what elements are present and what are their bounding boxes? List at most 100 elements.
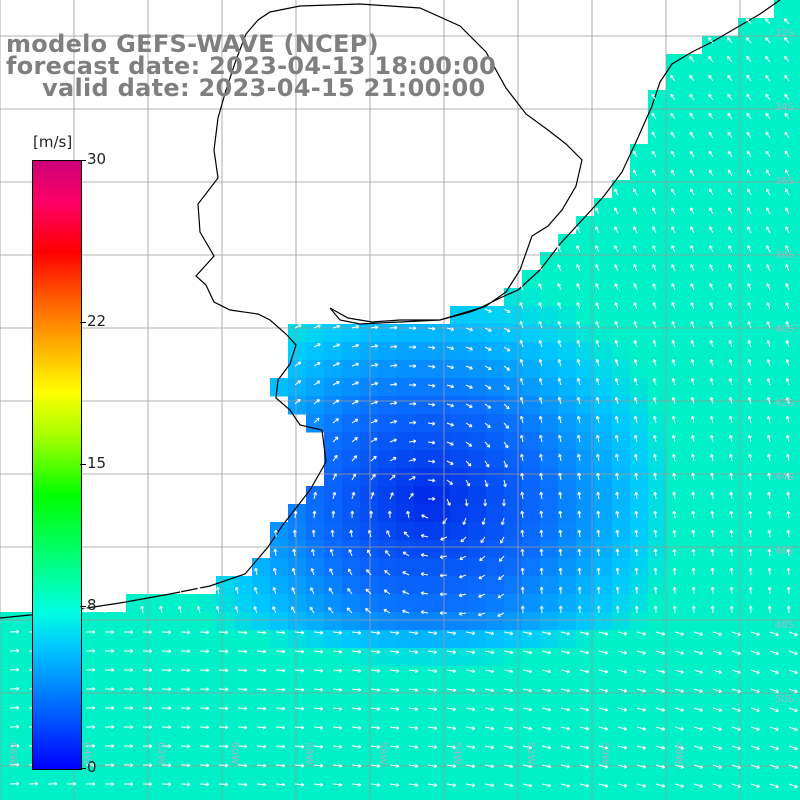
wind-arrow (408, 457, 417, 462)
wind-speed-cell (288, 792, 307, 800)
wind-speed-cell (630, 576, 649, 595)
wind-speed-cell (414, 648, 433, 667)
wind-arrow (652, 396, 657, 405)
wind-speed-cell (378, 540, 397, 559)
wind-arrow (519, 321, 524, 329)
wind-arrow (595, 340, 600, 348)
wind-speed-cell (522, 306, 541, 325)
wind-arrow (746, 131, 752, 139)
wind-speed-cell (792, 504, 800, 523)
wind-speed-cell (342, 648, 361, 667)
wind-arrow (689, 112, 695, 120)
wind-arrow (313, 668, 324, 673)
wind-arrow (746, 112, 752, 120)
wind-arrow (577, 548, 582, 557)
wind-speed-cell (18, 774, 37, 793)
wind-speed-cell (0, 630, 19, 649)
wind-arrow (786, 510, 791, 519)
wind-arrow (311, 529, 316, 538)
wind-speed-cell (576, 252, 595, 271)
wind-arrow (522, 726, 533, 731)
wind-arrow (439, 573, 448, 578)
wind-speed-cell (558, 756, 577, 775)
wind-speed-cell (360, 630, 379, 649)
wind-speed-cell (306, 522, 325, 541)
wind-arrow (541, 631, 552, 636)
wind-speed-cell (666, 324, 685, 343)
wind-arrow (576, 302, 581, 310)
wind-arrow (465, 669, 476, 674)
wind-speed-cell (576, 414, 595, 433)
longitude-label: 48W (673, 742, 684, 765)
wind-arrow (655, 783, 666, 788)
wind-speed-cell (108, 702, 127, 721)
wind-arrow (541, 650, 552, 655)
wind-arrow (85, 781, 96, 786)
wind-arrow (557, 302, 562, 310)
wind-arrow (788, 688, 798, 694)
wind-arrow (332, 362, 340, 367)
wind-arrow (9, 686, 20, 691)
wind-speed-cell (432, 756, 451, 775)
wind-arrow (766, 321, 771, 329)
wind-speed-cell (792, 594, 800, 613)
wind-arrow (615, 548, 620, 557)
wind-arrow (785, 302, 790, 310)
wind-speed-cell (180, 612, 199, 631)
wind-arrow (560, 650, 571, 655)
wind-speed-cell (90, 702, 109, 721)
wind-arrow (785, 340, 790, 348)
wind-speed-cell (450, 774, 469, 793)
wind-speed-cell (324, 360, 343, 379)
wind-speed-cell (324, 774, 343, 793)
wind-speed-cell (288, 738, 307, 757)
wind-speed-cell (0, 648, 19, 667)
wind-speed-cell (612, 198, 631, 217)
wind-speed-cell (648, 108, 667, 127)
wind-speed-cell (396, 612, 415, 631)
wind-arrow (538, 377, 543, 386)
wind-speed-cell (18, 738, 37, 757)
wind-arrow (615, 529, 620, 538)
wind-arrow (769, 745, 779, 751)
wind-speed-cell (450, 558, 469, 577)
wind-arrow (538, 415, 543, 424)
wind-speed-cell (360, 450, 379, 469)
wind-speed-cell (360, 360, 379, 379)
wind-speed-cell (540, 270, 559, 289)
wind-speed-cell (504, 648, 523, 667)
wind-speed-cell (270, 630, 289, 649)
wind-arrow (746, 169, 752, 177)
wind-speed-cell (756, 630, 775, 649)
wind-arrow (370, 400, 378, 405)
wind-arrow (350, 510, 355, 519)
wind-arrow (85, 686, 96, 691)
wind-speed-cell (360, 468, 379, 487)
wind-speed-cell (612, 450, 631, 469)
wind-arrow (747, 302, 752, 310)
wind-arrow (389, 650, 400, 654)
wind-arrow (671, 321, 676, 329)
wind-speed-cell (792, 306, 800, 325)
wind-speed-cell (756, 342, 775, 361)
wind-speed-cell (378, 576, 397, 595)
wind-arrow (351, 343, 360, 348)
wind-speed-cell (162, 702, 181, 721)
wind-speed-cell (432, 738, 451, 757)
wind-speed-cell (378, 630, 397, 649)
wind-speed-cell (576, 720, 595, 739)
wind-arrow (767, 510, 772, 519)
wind-speed-cell (432, 774, 451, 793)
wind-arrow (478, 612, 486, 617)
wind-speed-cell (450, 792, 469, 800)
wind-arrow (328, 587, 334, 595)
wind-speed-cell (378, 324, 397, 343)
wind-arrow (351, 437, 358, 443)
wind-arrow (748, 586, 753, 595)
longitude-label: 54W (451, 742, 462, 765)
wind-arrow (750, 726, 760, 732)
wind-arrow (484, 745, 495, 750)
wind-speed-cell (702, 576, 721, 595)
wind-speed-cell (360, 720, 379, 739)
wind-arrow (690, 226, 695, 234)
